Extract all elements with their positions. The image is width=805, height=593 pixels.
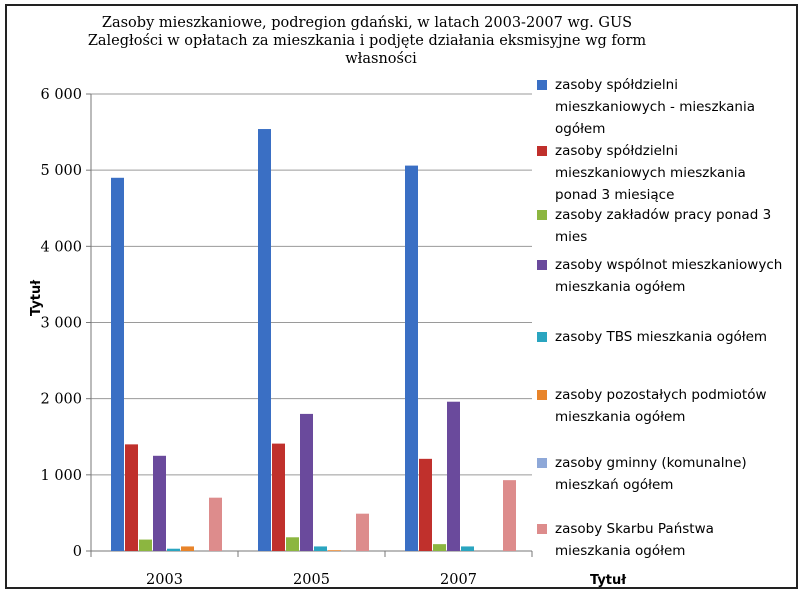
legend-label-line: zasoby wspólnot mieszkaniowych xyxy=(555,257,783,273)
y-tick-label: 6 000 xyxy=(40,87,82,103)
chart-plot: 0 1 000 2 000 3 000 4 000 5 000 6 000 2003 2005 2… xyxy=(40,87,533,588)
legend-label-line: mieszkania ogółem xyxy=(555,409,686,425)
legend-swatch xyxy=(537,146,547,156)
legend-label-line: mieszkań ogółem xyxy=(555,477,674,493)
legend-label-line: mieszkaniowych - mieszkania xyxy=(555,99,755,115)
bar xyxy=(461,546,474,551)
bar xyxy=(328,550,341,551)
legend-swatch xyxy=(537,390,547,400)
x-tick-label: 2003 xyxy=(146,572,183,588)
legend-swatch xyxy=(537,458,547,468)
legend-label-line: zasoby pozostałych podmiotów xyxy=(555,387,767,403)
legend-label: zasoby zakładów pracy ponad 3 mies xyxy=(537,204,805,248)
bar xyxy=(447,401,460,551)
chart-title: Zasoby mieszkaniowe, podregion gdański, … xyxy=(7,14,727,68)
legend-item: zasoby gminny (komunalne) mieszkań ogółem xyxy=(537,452,805,496)
y-tick-label: 3 000 xyxy=(40,316,82,332)
y-axis-label: Tytuł xyxy=(29,279,44,316)
legend-label-line: mies xyxy=(555,229,588,245)
legend-swatch xyxy=(537,524,547,534)
legend-item: zasoby wspólnot mieszkaniowych mieszkania… xyxy=(537,254,805,298)
legend-item: zasoby TBS mieszkania ogółem xyxy=(537,326,805,348)
bar xyxy=(405,165,418,551)
bar xyxy=(167,548,180,551)
legend-item: zasoby pozostałych podmiotów mieszkania o… xyxy=(537,384,805,428)
legend-label: zasoby gminny (komunalne) mieszkań ogółem xyxy=(537,452,805,496)
bar xyxy=(419,458,432,551)
legend-label-line: mieszkania ogółem xyxy=(555,543,686,559)
bar xyxy=(181,546,194,551)
legend-item: zasoby spółdzielni mieszkaniowych mieszka… xyxy=(537,140,805,206)
y-tick-label: 0 xyxy=(73,544,82,560)
chart-title-line-1: Zasoby mieszkaniowe, podregion gdański, … xyxy=(101,15,633,31)
y-tick-label: 2 000 xyxy=(40,392,82,408)
legend-item: zasoby spółdzielni mieszkaniowych - miesz… xyxy=(537,74,805,140)
bar xyxy=(153,455,166,551)
legend-label-line: mieszkaniowych mieszkania xyxy=(555,165,746,181)
legend-label-line: ponad 3 miesiące xyxy=(555,187,675,203)
y-tick-label: 1 000 xyxy=(40,468,82,484)
chart-title-line-2: Zaległości w opłatach za mieszkania i po… xyxy=(87,33,647,49)
bar xyxy=(209,497,222,551)
bar xyxy=(286,537,299,551)
x-tick-label: 2005 xyxy=(293,572,330,588)
legend-label: zasoby wspólnot mieszkaniowych mieszkania… xyxy=(537,254,805,298)
bar xyxy=(300,413,313,551)
bar xyxy=(356,513,369,551)
bar xyxy=(503,480,516,551)
chart-frame: Zasoby mieszkaniowe, podregion gdański, … xyxy=(5,4,798,589)
bar xyxy=(272,443,285,551)
legend-label-line: zasoby spółdzielni xyxy=(555,143,678,159)
y-tick-label: 4 000 xyxy=(40,239,82,255)
legend-label-line: zasoby spółdzielni xyxy=(555,77,678,93)
legend-label: zasoby spółdzielni mieszkaniowych - miesz… xyxy=(537,74,805,140)
chart-title-line-3: własności xyxy=(345,51,417,67)
legend-swatch xyxy=(537,260,547,270)
y-tick-label: 5 000 xyxy=(40,163,82,179)
x-axis-label: Tytuł xyxy=(590,573,627,588)
bar xyxy=(111,177,124,552)
legend-label: zasoby pozostałych podmiotów mieszkania o… xyxy=(537,384,805,428)
bar xyxy=(258,129,271,551)
x-tick-label: 2007 xyxy=(440,572,477,588)
bar xyxy=(139,539,152,551)
legend-label-line: mieszkania ogółem xyxy=(555,279,686,295)
legend-label-line: zasoby gminny (komunalne) xyxy=(555,455,747,471)
legend-swatch xyxy=(537,210,547,220)
legend-swatch xyxy=(537,332,547,342)
legend-label: zasoby spółdzielni mieszkaniowych mieszka… xyxy=(537,140,805,206)
legend-label-line: zasoby zakładów pracy ponad 3 xyxy=(555,207,772,223)
legend-label-line: ogółem xyxy=(555,121,606,137)
legend-label-line: zasoby TBS mieszkania ogółem xyxy=(555,329,768,345)
legend-label-line: zasoby Skarbu Państwa xyxy=(555,521,714,537)
bar xyxy=(314,546,327,551)
legend-label: zasoby TBS mieszkania ogółem xyxy=(537,326,805,348)
bar xyxy=(125,444,138,551)
legend-label: zasoby Skarbu Państwa mieszkania ogółem xyxy=(537,518,805,562)
legend-item: zasoby zakładów pracy ponad 3 mies xyxy=(537,204,805,248)
legend-swatch xyxy=(537,80,547,90)
bar xyxy=(433,544,446,551)
legend-item: zasoby Skarbu Państwa mieszkania ogółem xyxy=(537,518,805,562)
